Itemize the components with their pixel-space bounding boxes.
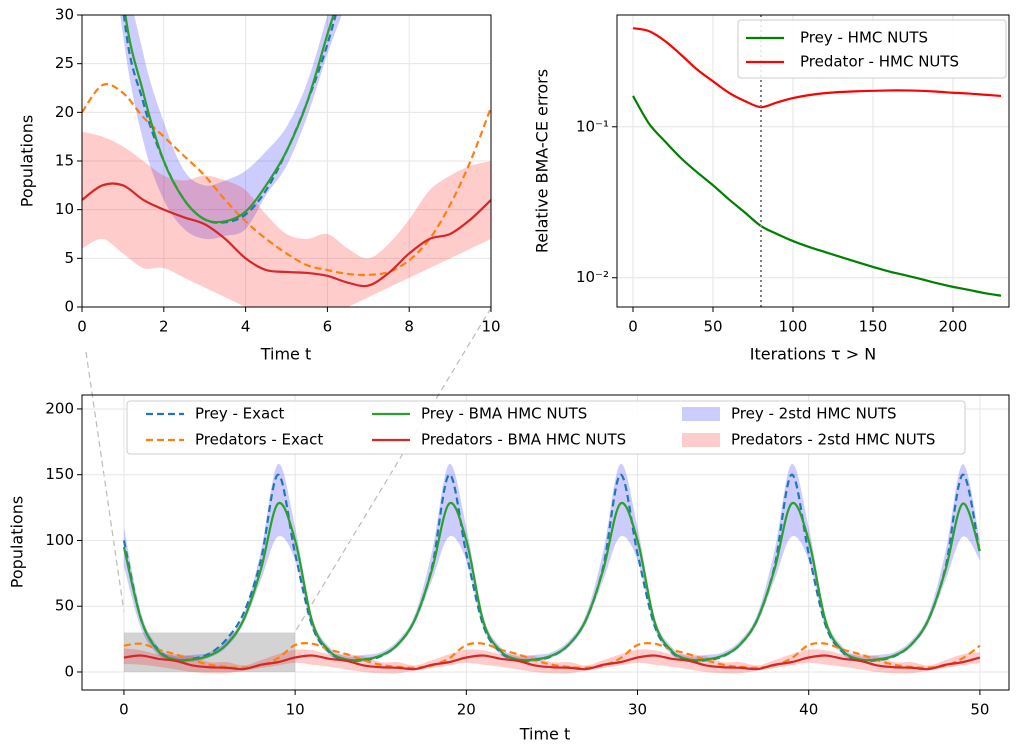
zoom-connector [85,351,125,613]
x-tick-label: 0 [628,318,638,336]
line [122,501,981,662]
y-axis-label: Relative BMA-CE errors [533,69,552,253]
x-tick-label: 200 [939,318,968,336]
y-tick-label: 100 [45,531,74,549]
x-tick-label: 10 [481,318,500,336]
x-tick-label: 6 [323,318,333,336]
y-tick-label: 0 [64,662,74,680]
y-tick-label: 10 [55,200,74,218]
y-tick-label: 150 [45,465,74,483]
band [82,131,491,307]
legend-label: Predators - 2std HMC NUTS [731,431,935,449]
x-axis-label: Time t [519,725,571,744]
legend-label: Prey - BMA HMC NUTS [421,405,587,423]
line [122,15,337,224]
x-tick-label: 50 [703,318,722,336]
y-axis-label: Populations [8,496,27,588]
line [123,654,981,671]
y-axis-label: Populations [18,115,37,207]
y-tick-label: 10⁻² [576,268,609,286]
line [82,182,491,288]
x-tick-label: 8 [404,318,414,336]
legend-label: Prey - HMC NUTS [800,29,928,47]
y-tick-label: 0 [64,298,74,316]
legend-swatch [682,407,720,421]
legend-box [737,19,1007,79]
legend-label: Prey - 2std HMC NUTS [731,405,897,423]
x-axis-label: Time t [260,345,312,364]
x-tick-label: 0 [77,318,87,336]
line [632,27,1002,109]
y-tick-label: 5 [64,249,74,267]
line [124,15,335,224]
band [120,15,342,240]
x-tick-label: 150 [859,318,888,336]
plot-area [82,15,491,307]
x-tick-label: 0 [119,701,129,719]
y-tick-label: 50 [55,597,74,615]
x-tick-label: 20 [457,701,476,719]
axes-frame [81,14,492,308]
y-tick-label: 20 [55,103,74,121]
x-tick-label: 100 [779,318,808,336]
x-axis-label: Iterations τ > N [750,345,876,364]
axes-frame [81,394,1010,691]
x-tick-label: 30 [628,701,647,719]
zoom-connector [294,307,492,633]
x-tick-label: 10 [286,701,305,719]
x-tick-label: 2 [159,318,169,336]
y-tick-label: 10⁻¹ [576,117,609,135]
y-tick-label: 200 [45,399,74,417]
x-tick-label: 50 [970,701,989,719]
legend-swatch [682,433,720,447]
x-tick-label: 40 [799,701,818,719]
y-tick-label: 15 [55,152,74,170]
y-tick-label: 25 [55,54,74,72]
legend-label: Predator - HMC NUTS [800,53,959,71]
legend-label: Prey - Exact [195,405,284,423]
legend-label: Predators - Exact [195,431,323,449]
y-tick-label: 30 [55,6,74,24]
line [82,83,491,277]
x-tick-label: 4 [241,318,251,336]
legend-label: Predators - BMA HMC NUTS [421,431,626,449]
line [632,95,1002,297]
axes-frame [616,14,1010,308]
legend-box [126,400,966,455]
